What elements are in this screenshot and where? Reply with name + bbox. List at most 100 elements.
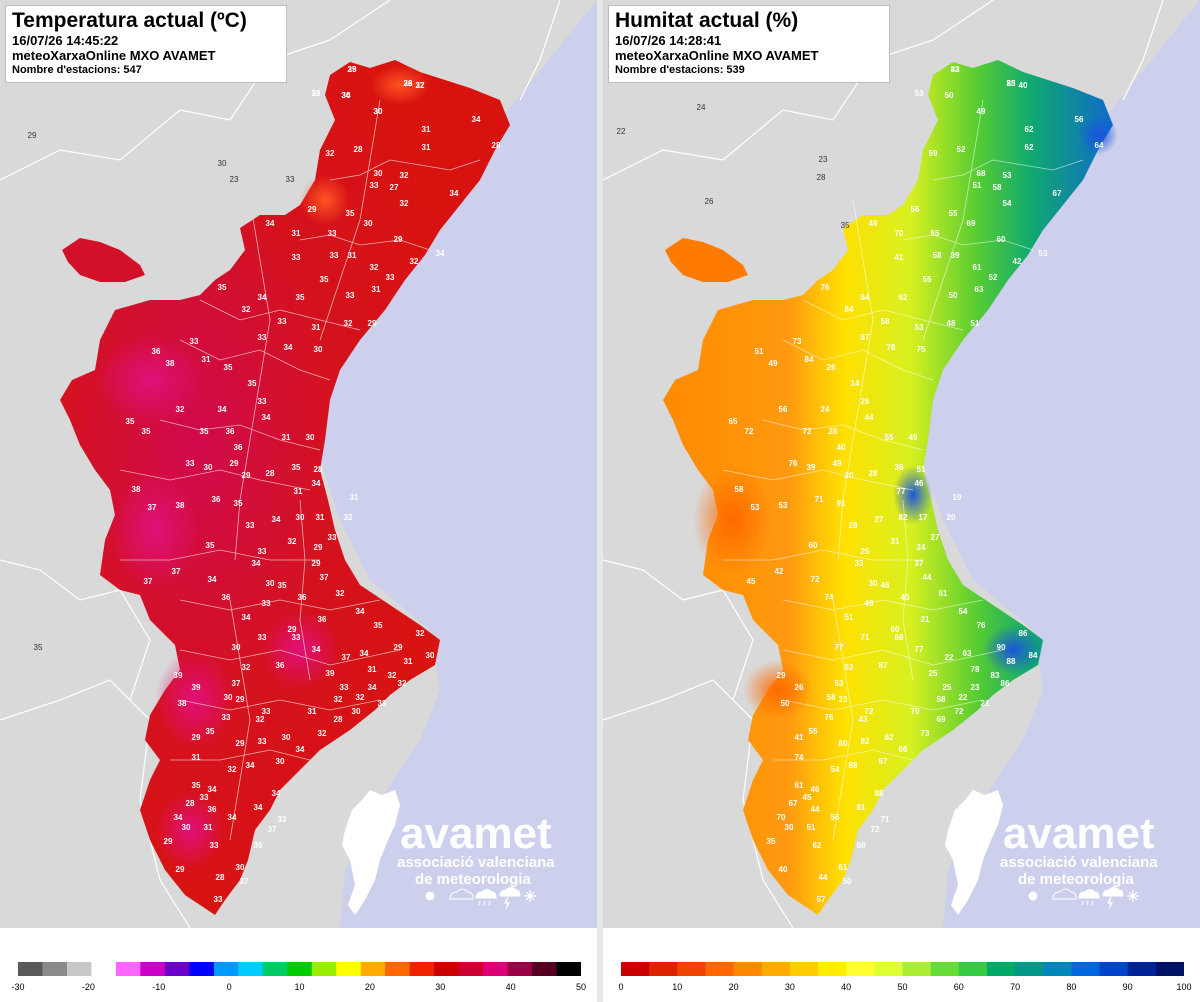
outside-station-value: 22 [617, 127, 626, 136]
station-value: 46 [915, 479, 924, 488]
station-value: 74 [795, 753, 804, 762]
station-value: 62 [845, 663, 854, 672]
station-value: 70 [777, 813, 786, 822]
scale-tick-label: 40 [505, 982, 516, 992]
scale-swatch [1071, 962, 1101, 976]
scale-swatch [483, 962, 509, 976]
station-value: 37 [915, 559, 924, 568]
scale-swatch [1099, 962, 1129, 976]
station-value: 34 [262, 413, 271, 422]
scale-swatch [66, 962, 93, 976]
ademuz-enclave [665, 238, 748, 282]
scale-tick-label: 90 [1122, 982, 1133, 992]
scale-tick-label: -10 [152, 982, 166, 992]
outside-station-value: 23 [819, 155, 828, 164]
station-value: 49 [865, 599, 874, 608]
station-value: 24 [821, 405, 830, 414]
station-value: 64 [1095, 141, 1104, 150]
station-value: 27 [931, 533, 940, 542]
station-value: 58 [735, 485, 744, 494]
station-value: 31 [316, 513, 325, 522]
station-value: 34 [218, 405, 227, 414]
station-value: 80 [839, 739, 848, 748]
station-value: 33 [855, 559, 864, 568]
station-value: 31 [282, 433, 291, 442]
station-value: 14 [851, 379, 860, 388]
station-value: 55 [885, 433, 894, 442]
station-value: 32 [242, 663, 251, 672]
station-value: 36 [222, 593, 231, 602]
station-value: 28 [492, 141, 501, 150]
station-value: 51 [971, 319, 980, 328]
scale-swatch [532, 962, 558, 976]
station-value: 70 [911, 707, 920, 716]
station-value: 28 [216, 873, 225, 882]
scale-swatch [677, 962, 707, 976]
station-value: 83 [991, 671, 1000, 680]
station-value: 33 [278, 317, 287, 326]
hotspot-area [260, 610, 340, 690]
station-value: 58 [881, 317, 890, 326]
station-value: 36 [318, 615, 327, 624]
station-value: 33 [340, 683, 349, 692]
scale-swatch [385, 962, 411, 976]
snow-icon [524, 890, 536, 902]
logo-line1: associació valenciana [397, 854, 555, 871]
station-value: 33 [278, 815, 287, 824]
scale-swatch [930, 962, 960, 976]
station-value: 34 [258, 293, 267, 302]
station-value: 45 [747, 577, 756, 586]
station-value: 34 [342, 91, 351, 100]
station-value: 26 [861, 397, 870, 406]
station-value: 49 [977, 107, 986, 116]
rain-icon [475, 889, 497, 906]
station-value: 84 [805, 355, 814, 364]
scale-swatch [18, 962, 44, 976]
station-value: 53 [915, 323, 924, 332]
station-value: 34 [284, 343, 293, 352]
station-value: 30 [266, 579, 275, 588]
sea [923, 0, 1200, 928]
station-value: 29 [230, 459, 239, 468]
logo-line2: de meteorologia [415, 871, 532, 888]
logo-line2: de meteorologia [1018, 871, 1135, 888]
scale-swatch [986, 962, 1016, 976]
station-value: 27 [390, 183, 399, 192]
station-value: 21 [921, 615, 930, 624]
humidity-outside-labels: 22 24 23 26 35 28 [617, 103, 850, 230]
station-value: 53 [1003, 171, 1012, 180]
station-value: 32 [228, 765, 237, 774]
station-value: 71 [881, 815, 890, 824]
station-value: 34 [246, 761, 255, 770]
outside-station-value: 28 [817, 173, 826, 182]
scale-tick-label: -20 [81, 982, 95, 992]
station-value: 35 [348, 65, 357, 74]
station-value: 26 [795, 683, 804, 692]
station-value: 76 [789, 459, 798, 468]
storm-icon [499, 887, 521, 910]
storm-icon [1102, 887, 1124, 910]
temperature-color-scale: -30 -20 -10 0 10 20 30 40 50 [0, 940, 597, 1002]
station-value: 76 [825, 713, 834, 722]
station-value: 45 [901, 593, 910, 602]
rain-icon [1078, 889, 1100, 906]
station-value: 29 [348, 65, 357, 74]
station-value: 60 [997, 235, 1006, 244]
avamet-logo: avamet associació valenciana de meteorol… [342, 790, 555, 915]
station-value: 36 [234, 443, 243, 452]
humidity-scale-bar [621, 962, 1184, 976]
station-value: 31 [422, 143, 431, 152]
station-value: 29 [777, 671, 786, 680]
station-value: 44 [819, 873, 828, 882]
scale-tick-label: 80 [1066, 982, 1077, 992]
station-value: 84 [1029, 651, 1038, 660]
station-value: 31 [192, 753, 201, 762]
logo-weather-icons [425, 887, 536, 910]
station-value: 21 [981, 699, 990, 708]
station-value: 29 [368, 319, 377, 328]
station-value: 84 [845, 305, 854, 314]
station-value: 37 [144, 577, 153, 586]
station-value: 48 [947, 319, 956, 328]
station-value: 34 [208, 785, 217, 794]
